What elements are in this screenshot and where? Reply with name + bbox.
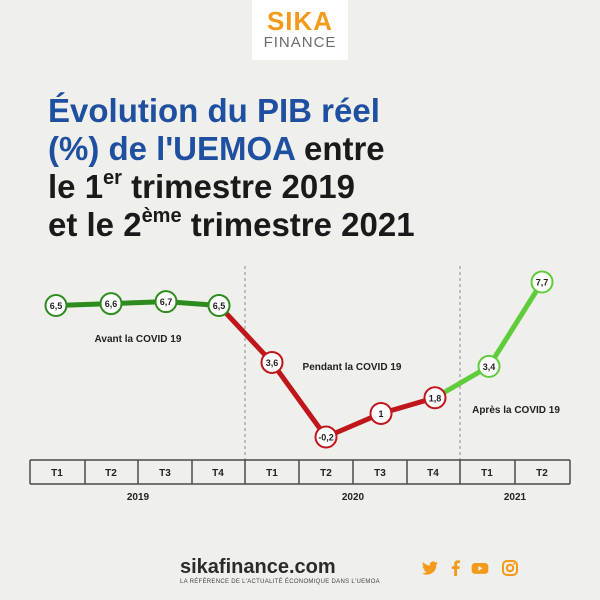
- data-point-2: [154, 290, 178, 314]
- logo-finance-text: FINANCE: [263, 34, 337, 51]
- x-tick-label-3: T4: [212, 468, 224, 479]
- title-line-2-highlight: (%) de l'UEMOA: [48, 130, 295, 167]
- title-line-4-end: trimestre 2021: [181, 206, 415, 243]
- line-segment-8: [486, 279, 545, 369]
- footer-tagline: LA RÉFÉRENCE DE L'ACTUALITÉ ÉCONOMIQUE D…: [180, 579, 380, 585]
- year-label-2021: 2021: [504, 492, 527, 503]
- logo-sika-text: SIKA: [266, 6, 334, 36]
- x-tick-label-0: T1: [51, 468, 63, 479]
- sika-finance-logo: SIKA FINANCE: [252, 0, 348, 60]
- period-label-1: Pendant la COVID 19: [303, 362, 402, 373]
- period-label-2: Après la COVID 19: [472, 405, 560, 416]
- line-segment-3: [216, 303, 275, 365]
- data-point-6: [369, 401, 393, 425]
- title-line-1: Évolution du PIB réel: [48, 92, 380, 129]
- data-label-9: 7,7: [536, 278, 549, 288]
- period-label-0: Avant la COVID 19: [95, 334, 182, 345]
- gdp-line-chart: T1 T2 T3 T4 T1 T2 T3 T4 T1 T2 2019 2020 2021 Avant la…: [29, 266, 571, 503]
- x-tick-label-7: T4: [427, 468, 439, 479]
- data-label-3: 6,5: [213, 301, 226, 311]
- title-line-4-start: et le 2: [48, 206, 142, 243]
- x-tick-label-5: T2: [320, 468, 332, 479]
- data-label-1: 6,6: [105, 299, 118, 309]
- instagram-icon[interactable]: [500, 558, 520, 578]
- x-tick-label-2: T3: [159, 468, 171, 479]
- footer: sikafinance.com LA RÉFÉRENCE DE L'ACTUAL…: [180, 556, 440, 586]
- x-tick-label-8: T1: [481, 468, 493, 479]
- data-label-0: 6,5: [50, 301, 63, 311]
- footer-site-name[interactable]: sikafinance.com: [180, 556, 336, 578]
- title-line-3-superscript: er: [103, 167, 122, 189]
- line-segment-4: [269, 359, 329, 440]
- data-label-6: 1: [378, 409, 383, 419]
- year-label-2019: 2019: [127, 492, 150, 503]
- x-tick-label-6: T3: [374, 468, 386, 479]
- data-point-4: [260, 350, 284, 374]
- x-tick-label-9: T2: [536, 468, 548, 479]
- data-point-0: [44, 294, 68, 318]
- data-point-5: [314, 425, 338, 449]
- twitter-icon[interactable]: [420, 558, 440, 578]
- data-point-9: [530, 270, 554, 294]
- data-point-7: [423, 386, 447, 410]
- title-line-3-start: le 1: [48, 168, 104, 205]
- data-label-7: 1,8: [429, 393, 442, 403]
- data-point-8: [477, 354, 501, 378]
- title-line-2-rest: entre: [294, 130, 385, 167]
- data-point-3: [207, 294, 231, 318]
- title-line-3-end: trimestre 2019: [121, 168, 355, 205]
- youtube-icon[interactable]: [470, 558, 490, 578]
- chart-title: Évolution du PIB réel (%) de l'UEMOA ent…: [48, 92, 568, 244]
- data-label-4: 3,6: [266, 358, 279, 368]
- data-label-8: 3,4: [483, 362, 496, 372]
- data-label-2: 6,7: [160, 297, 173, 307]
- year-label-2020: 2020: [342, 492, 365, 503]
- data-label-5: -0,2: [318, 433, 334, 443]
- x-tick-label-4: T1: [266, 468, 278, 479]
- facebook-icon[interactable]: [446, 558, 466, 578]
- title-line-4-superscript: ème: [141, 205, 182, 227]
- data-point-1: [99, 292, 123, 316]
- x-tick-label-1: T2: [105, 468, 117, 479]
